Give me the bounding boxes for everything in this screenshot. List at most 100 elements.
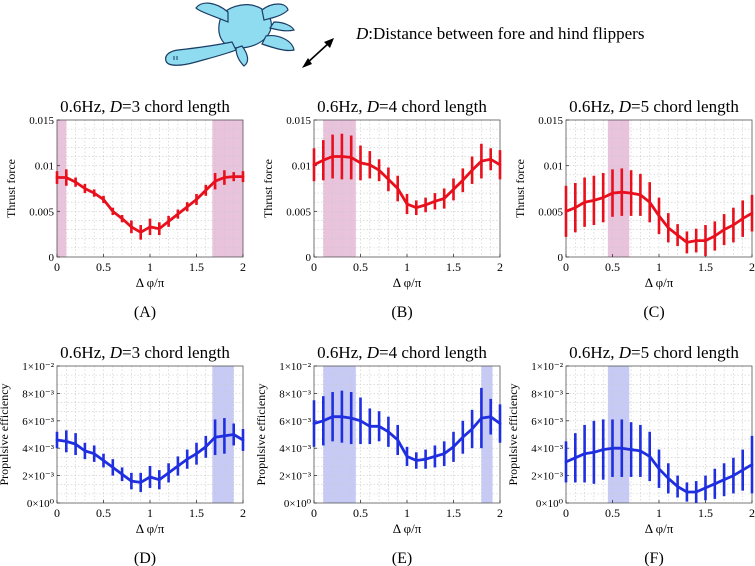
data-point: [452, 188, 455, 191]
data-point: [657, 467, 661, 471]
data-point: [713, 482, 717, 486]
data-point: [368, 163, 372, 167]
data-point: [750, 463, 754, 467]
data-point: [601, 196, 605, 200]
data-point: [433, 199, 437, 203]
data-point: [452, 445, 455, 449]
data-point: [321, 158, 325, 162]
y-tick-label: 0×10⁰: [536, 498, 564, 510]
data-point: [564, 209, 568, 213]
data-point: [498, 163, 502, 167]
data-point: [461, 435, 465, 439]
data-point: [130, 225, 133, 229]
data-point: [312, 163, 316, 167]
data-point: [102, 198, 105, 201]
y-tick-label: 8×10⁻³: [22, 388, 55, 400]
chart-title: 0.6Hz, D=5 chord length: [569, 343, 739, 362]
y-tick-label: 0×10⁰: [284, 498, 312, 510]
chart-title: 0.6Hz, D=4 chord length: [317, 97, 487, 116]
data-point: [349, 156, 353, 159]
chart-title-symbol: D: [366, 97, 380, 116]
x-axis-label: Δ φ/π: [645, 275, 674, 290]
chart-grid: 0.6Hz, D=3 chord length 0 0.5 1 1.5 2 0 0.005 0.…: [0, 97, 755, 566]
y-tick-label: 0: [49, 252, 55, 264]
y-tick-label: 6×10⁻³: [279, 416, 312, 428]
chart-panel: 0.6Hz, D=5 chord length 0 0.5 1 1.5 2 0×10⁰ 2×1…: [506, 343, 755, 566]
x-tick-label: 0: [311, 260, 317, 274]
data-point: [611, 191, 614, 195]
data-point: [648, 200, 652, 204]
chart-title-symbol: D: [618, 97, 632, 116]
x-axis-label: Δ φ/π: [393, 275, 422, 290]
x-tick-label: 2: [240, 506, 246, 520]
panel-label: (E): [392, 550, 412, 566]
data-point: [176, 212, 180, 216]
data-point: [368, 424, 372, 428]
highlight-band: [607, 366, 630, 503]
chart-panel: 0.6Hz, D=4 chord length 0 0.5 1 1.5 2 0×10⁰ 2×1…: [254, 343, 503, 566]
data-point: [694, 490, 698, 494]
x-tick-label: 0: [311, 506, 317, 520]
data-point: [241, 438, 245, 442]
data-point: [620, 190, 624, 194]
y-tick-label: 0.01: [544, 161, 563, 173]
x-tick-label: 1: [147, 506, 153, 520]
data-point: [387, 177, 390, 181]
data-point: [120, 217, 124, 221]
y-axis-label: Propulsive efficiency: [506, 383, 520, 485]
data-point: [74, 442, 77, 446]
data-point: [414, 206, 418, 210]
x-axis-label: Δ φ/π: [136, 275, 165, 290]
panel-label: (A): [134, 304, 156, 321]
y-tick-label: 0.005: [286, 206, 311, 218]
y-tick-label: 0.005: [538, 206, 563, 218]
data-point: [111, 465, 115, 469]
data-point: [620, 446, 624, 450]
y-tick-label: 1×10⁻²: [279, 361, 312, 373]
data-point: [648, 455, 652, 458]
data-point: [704, 239, 707, 242]
data-point: [694, 239, 698, 242]
data-point: [92, 452, 96, 456]
data-point: [396, 187, 400, 190]
data-point: [750, 211, 754, 215]
x-tick-label: 1: [404, 506, 410, 520]
data-point: [130, 479, 133, 483]
x-tick-label: 0.5: [96, 260, 111, 274]
data-point: [461, 178, 465, 182]
data-point: [685, 240, 689, 244]
y-tick-label: 0: [306, 252, 312, 264]
data-point: [629, 191, 633, 195]
x-tick-label: 2: [497, 506, 503, 520]
y-tick-label: 4×10⁻³: [531, 443, 564, 455]
data-point: [741, 217, 745, 221]
chart-panel: 0.6Hz, D=3 chord length 0 0.5 1 1.5 2 0×10⁰ 2×1…: [0, 343, 246, 566]
data-point: [64, 176, 68, 179]
data-point: [232, 175, 236, 179]
x-tick-label: 1: [656, 506, 662, 520]
y-tick-label: 8×10⁻³: [279, 388, 312, 400]
x-tick-label: 1.5: [698, 506, 713, 520]
highlight-band: [212, 366, 234, 503]
data-point: [480, 159, 483, 163]
turtle-icon: [165, 2, 295, 67]
data-point: [167, 471, 171, 475]
data-point: [414, 459, 418, 462]
x-tick-label: 1.5: [189, 506, 204, 520]
data-point: [732, 474, 735, 477]
data-point: [111, 209, 115, 213]
chart-title-symbol: D: [109, 343, 123, 362]
x-tick-label: 1: [656, 260, 662, 274]
x-tick-label: 2: [497, 260, 503, 274]
chart-title: 0.6Hz, D=3 chord length: [60, 97, 230, 116]
data-point: [433, 455, 437, 458]
data-point: [55, 176, 59, 179]
data-point: [232, 433, 236, 436]
x-tick-label: 2: [749, 506, 755, 520]
data-point: [148, 475, 152, 479]
data-point: [564, 460, 568, 464]
y-tick-label: 4×10⁻³: [279, 443, 312, 455]
data-point: [223, 434, 226, 438]
y-tick-label: 0.01: [35, 161, 54, 173]
y-tick-label: 2×10⁻³: [279, 471, 312, 483]
